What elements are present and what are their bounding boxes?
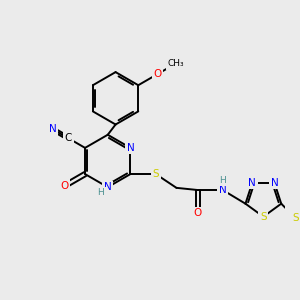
Text: O: O	[61, 181, 69, 191]
Text: H: H	[98, 188, 104, 197]
Text: S: S	[260, 212, 267, 222]
Text: N: N	[248, 178, 256, 188]
Text: N: N	[104, 182, 112, 192]
Text: O: O	[154, 69, 162, 79]
Text: CH₃: CH₃	[167, 59, 184, 68]
Text: C: C	[65, 133, 72, 143]
Text: S: S	[152, 169, 159, 179]
Text: N: N	[271, 178, 278, 188]
Text: H: H	[219, 176, 226, 184]
Text: O: O	[194, 208, 202, 218]
Text: N: N	[219, 185, 227, 195]
Text: N: N	[49, 124, 57, 134]
Text: N: N	[127, 143, 134, 153]
Text: S: S	[292, 213, 299, 223]
